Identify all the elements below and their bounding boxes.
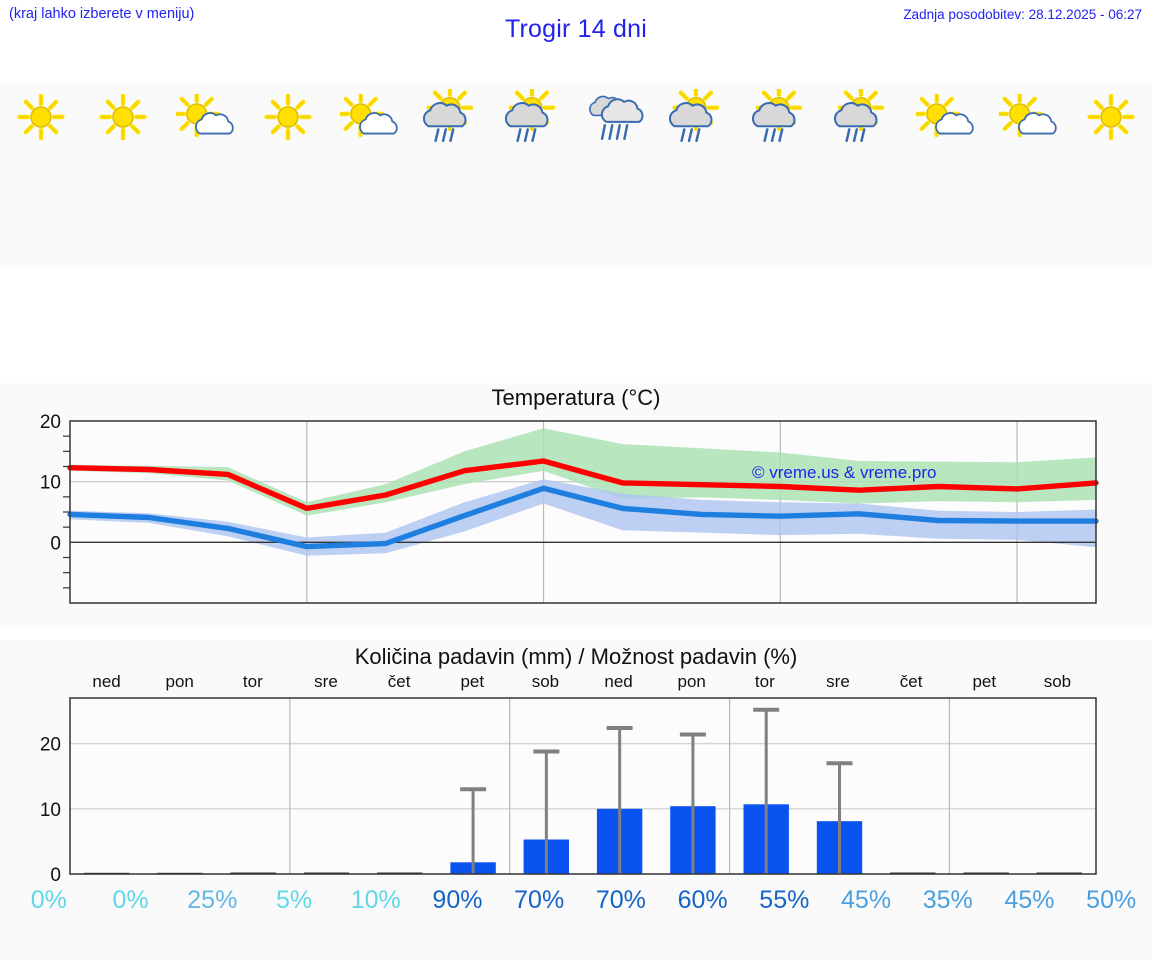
precipitation-probability: 45% — [841, 886, 892, 914]
precipitation-chart-section: Količina padavin (mm) / Možnost padavin … — [0, 640, 1152, 960]
precipitation-day-label: sob — [531, 672, 560, 691]
svg-text:20: 20 — [40, 412, 61, 433]
precipitation-day-label: ned — [604, 672, 633, 691]
svg-text:0: 0 — [50, 865, 61, 886]
page-title: Trogir 14 dni — [504, 15, 648, 43]
precipitation-day-label: tor — [242, 672, 263, 691]
precipitation-probability: 25% — [187, 886, 238, 914]
precipitation-probability: 90% — [432, 886, 483, 914]
precipitation-day-label: čet — [387, 672, 411, 691]
temperature-chart-section: Temperatura (°C) 20 10 0 — [0, 383, 1152, 628]
sun-icon — [0, 88, 82, 146]
temperature-chart-title: Temperatura (°C) — [491, 385, 661, 410]
precipitation-day-label: pon — [677, 672, 706, 691]
precipitation-probability-row: 0% 0% 25% 5% 10% 90% 70% 70% 60% 55% 45% 35% 45% 50% — [0, 886, 1152, 926]
daily-forecast-strip — [0, 83, 1152, 268]
precipitation-probability: 10% — [350, 886, 401, 914]
sun-cloud-rain-icon — [494, 88, 576, 146]
copyright-watermark: © vreme.us & vreme.pro — [752, 463, 937, 482]
precipitation-day-label: sre — [314, 672, 338, 691]
sun-cloud-icon — [987, 88, 1069, 146]
day-forecast-card — [82, 83, 164, 268]
precipitation-day-labels: ned pon tor sre čet pet sob ned pon tor sre čet pet s… — [70, 672, 1094, 696]
precipitation-probability: 55% — [759, 886, 810, 914]
sun-cloud-icon — [905, 88, 987, 146]
precipitation-day-label: sre — [826, 672, 850, 691]
precipitation-day-label: tor — [754, 672, 775, 691]
day-forecast-card — [576, 83, 658, 268]
day-forecast-card — [741, 83, 823, 268]
day-forecast-card — [411, 83, 493, 268]
precipitation-chart: 20 10 0 — [40, 697, 1097, 886]
page-header: (kraj lahko izberete v meniju) Trogir 14… — [0, 0, 1152, 60]
precipitation-probability: 0% — [30, 886, 67, 914]
menu-hint: (kraj lahko izberete v meniju) — [9, 6, 195, 22]
sun-cloud-rain-icon — [658, 88, 740, 146]
temperature-chart: 20 10 0 — [40, 412, 1099, 604]
sun-cloud-icon — [165, 88, 247, 146]
precipitation-probability: 50% — [1086, 886, 1137, 914]
sun-icon — [1070, 88, 1152, 146]
svg-text:10: 10 — [40, 800, 61, 821]
precipitation-day-label: pet — [460, 672, 485, 691]
day-forecast-card — [658, 83, 740, 268]
day-forecast-card — [823, 83, 905, 268]
precipitation-probability: 45% — [1004, 886, 1055, 914]
sun-icon — [82, 88, 164, 146]
precipitation-chart-title: Količina padavin (mm) / Možnost padavin … — [354, 644, 798, 669]
precipitation-day-label: čet — [899, 672, 923, 691]
svg-text:0: 0 — [50, 533, 61, 554]
precipitation-probability: 0% — [112, 886, 149, 914]
day-forecast-card — [494, 83, 576, 268]
day-forecast-card — [0, 83, 82, 268]
day-forecast-card — [329, 83, 411, 268]
sun-icon — [247, 88, 329, 146]
sun-cloud-rain-icon — [741, 88, 823, 146]
precipitation-day-label: sob — [1043, 672, 1072, 691]
precipitation-day-label: pet — [972, 672, 997, 691]
last-updated: Zadnja posodobitev: 28.12.2025 - 06:27 — [903, 7, 1142, 22]
precipitation-probability: 70% — [514, 886, 565, 914]
svg-text:10: 10 — [40, 473, 61, 494]
sun-cloud-rain-icon — [823, 88, 905, 146]
precipitation-day-label: pon — [165, 672, 194, 691]
day-forecast-card — [165, 83, 247, 268]
day-forecast-card — [247, 83, 329, 268]
precipitation-day-label: ned — [92, 672, 121, 691]
precipitation-probability: 70% — [595, 886, 646, 914]
cloud-rain-icon — [576, 88, 658, 146]
sun-cloud-rain-icon — [411, 88, 493, 146]
precipitation-probability: 35% — [922, 886, 973, 914]
precipitation-probability: 5% — [275, 886, 313, 914]
day-forecast-card — [1070, 83, 1152, 268]
svg-text:20: 20 — [40, 735, 61, 756]
precipitation-probability: 60% — [677, 886, 728, 914]
day-forecast-card — [905, 83, 987, 268]
day-forecast-card — [987, 83, 1069, 268]
sun-cloud-icon — [329, 88, 411, 146]
